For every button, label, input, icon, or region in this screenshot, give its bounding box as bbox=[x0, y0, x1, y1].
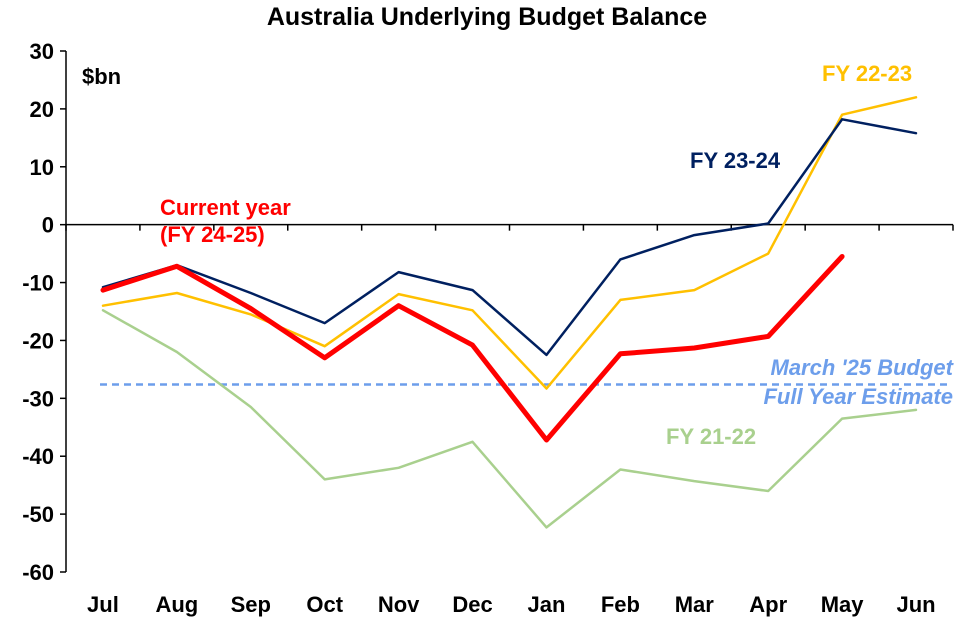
series-label: FY 21-22 bbox=[666, 424, 756, 449]
y-tick-label: -40 bbox=[22, 444, 54, 469]
y-axis: 30 20 10 0 -10 -20 -30 -40 -50 -60 bbox=[22, 39, 67, 585]
series-label-line: (FY 24-25) bbox=[160, 222, 265, 247]
reference-line-label: March '25 Budget Full Year Estimate bbox=[763, 355, 954, 409]
x-tick-label: Feb bbox=[601, 592, 640, 617]
x-tick-label: Jan bbox=[527, 592, 565, 617]
reference-line-label-line: Full Year Estimate bbox=[763, 384, 953, 409]
y-tick-label: 20 bbox=[30, 97, 54, 122]
series-label-group: FY 22-23 FY 23-24 Current year (FY 24-25) FY… bbox=[160, 61, 955, 449]
series-lines bbox=[100, 96, 918, 529]
y-tick-label: 30 bbox=[30, 39, 54, 64]
series-line-current-year-fy-24-25 bbox=[100, 254, 845, 443]
x-tick-label: Apr bbox=[749, 592, 787, 617]
x-tick-label: May bbox=[821, 592, 865, 617]
series-line-fy-22-23 bbox=[101, 96, 918, 390]
y-tick-label: -60 bbox=[22, 560, 54, 585]
series-line-fy-23-24 bbox=[101, 118, 918, 357]
series-line-fy-21-22 bbox=[101, 309, 918, 529]
x-tick-label: Dec bbox=[452, 592, 492, 617]
x-tick-label: Jul bbox=[87, 592, 119, 617]
x-tick-label: Mar bbox=[675, 592, 715, 617]
reference-line-label-line: March '25 Budget bbox=[771, 355, 955, 380]
series-label-line: FY 22-23 bbox=[822, 61, 912, 86]
series-label: FY 22-23 bbox=[822, 61, 912, 86]
unit-label: $bn bbox=[82, 64, 121, 89]
x-tick-label: Jun bbox=[896, 592, 935, 617]
y-tick-label: 0 bbox=[42, 213, 54, 238]
series-label-line: FY 23-24 bbox=[690, 148, 781, 173]
x-tick-label: Aug bbox=[155, 592, 198, 617]
y-tick-label: 10 bbox=[30, 155, 54, 180]
series-label-line: FY 21-22 bbox=[666, 424, 756, 449]
y-tick-label: -20 bbox=[22, 328, 54, 353]
x-axis: Jul Aug Sep Oct Nov Dec Jan Feb Mar Apr May Jun bbox=[65, 223, 954, 617]
x-tick-label: Nov bbox=[378, 592, 420, 617]
x-tick-label: Sep bbox=[231, 592, 271, 617]
y-tick-label: -10 bbox=[22, 271, 54, 296]
series-label: Current year (FY 24-25) bbox=[160, 195, 291, 247]
chart-title: Australia Underlying Budget Balance bbox=[267, 3, 707, 31]
series-label-line: Current year bbox=[160, 195, 291, 220]
x-tick-label: Oct bbox=[306, 592, 343, 617]
y-tick-label: -50 bbox=[22, 502, 54, 527]
y-tick-label: -30 bbox=[22, 386, 54, 411]
series-label: FY 23-24 bbox=[690, 148, 781, 173]
